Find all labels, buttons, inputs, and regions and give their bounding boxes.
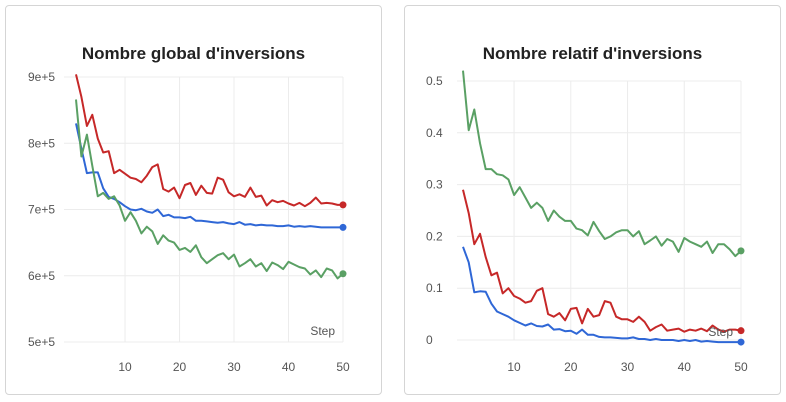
chart-panel-global: Nombre global d'inversions 5e+5 6e+5 7e+5 8… bbox=[5, 5, 382, 395]
chart-title: Nombre global d'inversions bbox=[81, 44, 306, 63]
chart-global-inversions[interactable]: 5e+5 6e+5 7e+5 8e+5 9e+5 10 20 30 40 50 Step bbox=[6, 6, 383, 396]
y-tick-label: 0.4 bbox=[426, 126, 443, 140]
y-tick-label: 6e+5 bbox=[28, 269, 55, 283]
series-endpoint-red bbox=[737, 327, 745, 335]
series-line-blue bbox=[75, 123, 343, 229]
x-tick-label: 10 bbox=[118, 360, 132, 374]
series-line-blue bbox=[462, 246, 741, 344]
series-line-green bbox=[75, 99, 344, 280]
x-tick-label: 20 bbox=[173, 360, 187, 374]
series-endpoint-blue bbox=[737, 338, 745, 346]
series-endpoint-green bbox=[737, 247, 745, 255]
y-tick-label: 0.2 bbox=[426, 229, 443, 243]
y-tick-label: 0.3 bbox=[426, 178, 443, 192]
series-endpoint-blue bbox=[339, 223, 347, 231]
x-tick-label: 30 bbox=[227, 360, 241, 374]
series-endpoint-red bbox=[339, 201, 347, 209]
x-axis-label: Step bbox=[708, 325, 733, 339]
y-tick-label: 8e+5 bbox=[28, 136, 55, 150]
x-tick-label: 40 bbox=[282, 360, 296, 374]
series-endpoint-green bbox=[339, 270, 347, 278]
x-tick-label: 50 bbox=[336, 360, 350, 374]
y-tick-label: 0 bbox=[426, 333, 433, 347]
x-tick-label: 20 bbox=[564, 360, 578, 374]
x-tick-label: 10 bbox=[507, 360, 521, 374]
series-line-red bbox=[75, 74, 343, 208]
chart-relative-inversions[interactable]: 0 0.1 0.2 0.3 0.4 0.5 10 20 30 40 50 Step bbox=[405, 6, 782, 396]
x-axis-label: Step bbox=[310, 324, 335, 338]
chart-panel-relative: Nombre relatif d'inversions 0 0.1 0.2 0.3 0.… bbox=[404, 5, 781, 395]
y-tick-label: 0.5 bbox=[426, 74, 443, 88]
y-tick-label: 9e+5 bbox=[28, 70, 55, 84]
y-tick-label: 5e+5 bbox=[28, 335, 55, 349]
series-line-red bbox=[462, 189, 742, 333]
x-tick-label: 40 bbox=[678, 360, 692, 374]
y-tick-label: 7e+5 bbox=[28, 203, 55, 217]
y-tick-label: 0.1 bbox=[426, 281, 443, 295]
chart-title: Nombre relatif d'inversions bbox=[482, 44, 703, 63]
x-tick-label: 30 bbox=[621, 360, 635, 374]
x-tick-label: 50 bbox=[734, 360, 748, 374]
series-line-green bbox=[462, 70, 742, 258]
